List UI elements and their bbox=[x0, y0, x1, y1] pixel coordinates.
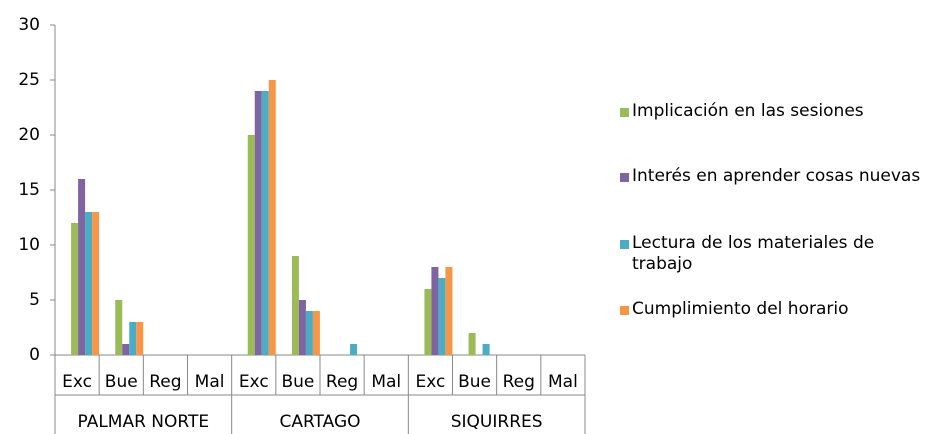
legend-label: Implicación en las sesiones bbox=[632, 101, 864, 121]
y-tick-label: 5 bbox=[29, 290, 40, 310]
bar bbox=[312, 311, 320, 355]
legend-swatch bbox=[620, 306, 629, 315]
x-tick-label: Reg bbox=[326, 372, 358, 392]
group-label: CARTAGO bbox=[279, 412, 360, 432]
bar bbox=[291, 256, 299, 355]
x-tick-label: Exc bbox=[415, 372, 445, 392]
x-tick-label: Bue bbox=[281, 372, 314, 392]
x-tick-label: Mal bbox=[195, 372, 225, 392]
bar bbox=[71, 223, 79, 355]
bar bbox=[268, 80, 276, 355]
x-tick-label: Exc bbox=[239, 372, 269, 392]
bar bbox=[122, 344, 130, 355]
bar bbox=[136, 322, 144, 355]
legend-label: Lectura de los materiales de trabajo bbox=[632, 233, 875, 274]
bar bbox=[431, 267, 439, 355]
bar bbox=[305, 311, 313, 355]
bar bbox=[78, 179, 86, 355]
bar bbox=[261, 91, 269, 355]
bar bbox=[129, 322, 137, 355]
group-label: PALMAR NORTE bbox=[78, 412, 210, 432]
y-tick-label: 20 bbox=[18, 125, 40, 145]
legend-swatch bbox=[620, 240, 629, 249]
group-label: SIQUIRRES bbox=[451, 412, 543, 432]
bar bbox=[92, 212, 100, 355]
legend-swatch bbox=[620, 173, 629, 182]
x-tick-label: Bue bbox=[458, 372, 491, 392]
y-tick-label: 10 bbox=[18, 235, 40, 255]
legend-label: Interés en aprender cosas nuevas bbox=[632, 166, 921, 186]
x-tick-label: Mal bbox=[371, 372, 401, 392]
bar bbox=[482, 344, 490, 355]
bar bbox=[445, 267, 453, 355]
x-tick-label: Reg bbox=[503, 372, 535, 392]
x-tick-label: Reg bbox=[149, 372, 181, 392]
bar bbox=[247, 135, 255, 355]
y-tick-label: 25 bbox=[18, 70, 40, 90]
x-tick-label: Mal bbox=[548, 372, 578, 392]
bar bbox=[298, 300, 306, 355]
x-tick-label: Exc bbox=[62, 372, 92, 392]
legend-swatch bbox=[620, 108, 629, 117]
bar bbox=[115, 300, 123, 355]
bar bbox=[438, 278, 446, 355]
y-tick-label: 30 bbox=[18, 15, 40, 35]
bar bbox=[424, 289, 432, 355]
y-tick-label: 0 bbox=[29, 345, 40, 365]
bar bbox=[254, 91, 262, 355]
y-tick-label: 15 bbox=[18, 180, 40, 200]
bar bbox=[85, 212, 93, 355]
bar bbox=[350, 344, 358, 355]
x-tick-label: Bue bbox=[105, 372, 138, 392]
bar bbox=[468, 333, 476, 355]
legend-label: Cumplimiento del horario bbox=[632, 299, 849, 319]
